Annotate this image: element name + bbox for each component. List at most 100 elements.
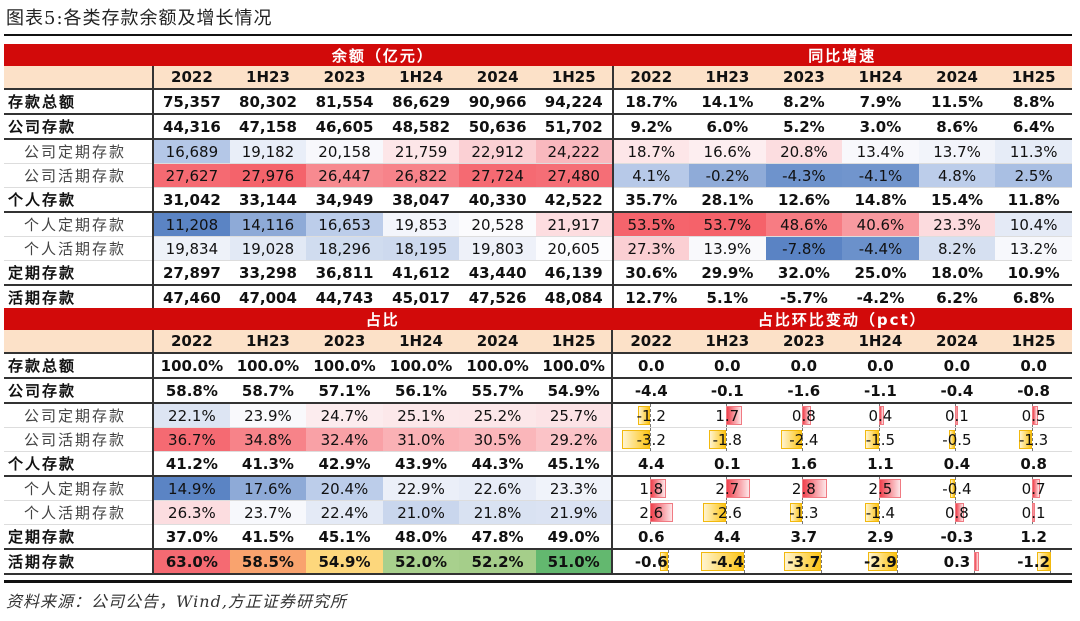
- yoy-cell: 29.9%: [689, 260, 766, 286]
- share-cell: 36.7%: [152, 427, 230, 452]
- bar-axis: [667, 550, 669, 572]
- negative-data-bar: [780, 430, 803, 449]
- balance-cell: 19,182: [229, 139, 307, 164]
- change-value: -0.4: [940, 381, 974, 400]
- share-cell: 45.1%: [535, 451, 613, 477]
- change-cell: 0.4: [918, 451, 996, 477]
- yoy-cell: 48.6%: [765, 212, 843, 237]
- change-value: 2.9: [867, 527, 894, 546]
- bar-axis: [955, 477, 957, 500]
- change-value: 0.0: [714, 356, 741, 375]
- change-value: 0.0: [637, 356, 665, 375]
- period-header: 2022: [611, 66, 690, 90]
- share-cell: 41.2%: [152, 451, 230, 477]
- share-cell: 29.2%: [535, 427, 613, 452]
- positive-data-bar: [955, 503, 964, 522]
- change-value: 0.1: [945, 406, 969, 425]
- change-cell: -0.1: [689, 378, 766, 404]
- yoy-cell: 6.8%: [995, 285, 1072, 311]
- balance-cell: 20,528: [459, 212, 536, 237]
- positive-data-bar: [802, 479, 828, 498]
- change-cell: 4.4: [689, 524, 766, 550]
- change-cell: 2.5: [842, 476, 919, 501]
- yoy-cell: 2.5%: [995, 163, 1072, 188]
- change-cell: 0.1: [995, 500, 1072, 525]
- share-cell: 22.1%: [152, 403, 230, 428]
- row-label: 个人存款: [4, 187, 154, 213]
- table-row: 存款总额 100.0% 100.0% 100.0% 100.0% 100.0% 100.0%…: [4, 353, 1072, 379]
- balance-cell: 47,526: [459, 285, 536, 311]
- yoy-cell: 18.0%: [918, 260, 996, 286]
- change-cell: 2.9: [842, 524, 919, 550]
- change-cell: 0.3: [918, 549, 996, 575]
- balance-cell: 18,195: [382, 236, 460, 261]
- negative-data-bar: [621, 430, 650, 449]
- balance-cell: 27,897: [152, 260, 230, 286]
- table-row: 活期存款 47,460 47,004 44,743 45,017 47,526 48,084…: [4, 285, 1072, 311]
- share-cell: 25.1%: [382, 403, 460, 428]
- balance-cell: 38,047: [382, 187, 460, 213]
- negative-data-bar: [867, 552, 898, 571]
- balance-cell: 16,689: [152, 139, 230, 164]
- period-header: 1H24: [382, 330, 460, 354]
- share-cell: 21.0%: [382, 500, 460, 525]
- balance-growth-table: 余额（亿元） 同比增速 2022 1H23 2023 1H24 2024 1H25 2022 1H…: [4, 44, 1072, 311]
- share-cell: 25.2%: [459, 403, 536, 428]
- balance-cell: 86,629: [382, 89, 460, 115]
- yoy-cell: 16.6%: [689, 139, 766, 164]
- change-cell: 0.0: [689, 353, 766, 379]
- negative-data-bar: [864, 430, 879, 449]
- yoy-cell: -4.4%: [842, 236, 919, 261]
- table-row: 公司存款 58.8% 58.7% 57.1% 56.1% 55.7% 54.9% -4.4 -0…: [4, 378, 1072, 404]
- yoy-cell: 10.4%: [995, 212, 1072, 237]
- yoy-cell: -0.2%: [689, 163, 766, 188]
- balance-cell: 48,084: [535, 285, 613, 311]
- share-cell: 20.4%: [306, 476, 383, 501]
- share-cell: 43.9%: [382, 451, 460, 477]
- change-cell: 0.8: [765, 403, 843, 428]
- balance-cell: 18,296: [306, 236, 383, 261]
- balance-cell: 21,917: [535, 212, 613, 237]
- period-header: 2024: [459, 330, 536, 354]
- change-cell: 0.8: [995, 451, 1072, 477]
- period-header-row: 2022 1H23 2023 1H24 2024 1H25 2022 1H23 2023 1H24…: [4, 66, 1072, 90]
- change-cell: -2.6: [689, 500, 766, 525]
- change-value: -1.6: [787, 381, 821, 400]
- share-cell: 31.0%: [382, 427, 460, 452]
- share-cell: 100.0%: [382, 353, 460, 379]
- balance-cell: 27,480: [535, 163, 613, 188]
- balance-cell: 19,853: [382, 212, 460, 237]
- bar-axis: [878, 428, 880, 451]
- positive-data-bar: [878, 406, 885, 425]
- section-header-band: 余额（亿元） 同比增速: [4, 44, 1072, 66]
- row-label: 个人存款: [4, 451, 154, 477]
- change-cell: -2.4: [765, 427, 843, 452]
- yoy-cell: 23.3%: [918, 212, 996, 237]
- change-cell: 0.6: [611, 524, 690, 550]
- period-header: 1H25: [995, 66, 1072, 90]
- yoy-cell: 11.3%: [995, 139, 1072, 164]
- change-cell: -1.2: [611, 403, 690, 428]
- balance-cell: 41,612: [382, 260, 460, 286]
- balance-cell: 27,976: [229, 163, 307, 188]
- negative-data-bar: [865, 503, 879, 522]
- bar-axis: [1050, 550, 1052, 572]
- row-label: 活期存款: [4, 285, 154, 311]
- bar-axis: [725, 501, 727, 524]
- period-header: 1H23: [689, 66, 766, 90]
- yoy-cell: 5.1%: [689, 285, 766, 311]
- table-row: 个人存款 41.2% 41.3% 42.9% 43.9% 44.3% 45.1% 4.4 0.1…: [4, 451, 1072, 477]
- change-value: 4.4: [637, 454, 665, 473]
- balance-cell: 46,139: [535, 260, 613, 286]
- change-value: 1.6: [790, 454, 818, 473]
- change-value: 0.6: [637, 527, 665, 546]
- change-cell: -1.4: [842, 500, 919, 525]
- change-cell: 2.6: [611, 500, 690, 525]
- yoy-cell: 6.2%: [918, 285, 996, 311]
- period-header: 2024: [918, 330, 996, 354]
- change-cell: -3.2: [611, 427, 690, 452]
- yoy-cell: 27.3%: [611, 236, 690, 261]
- change-value: -1.3: [789, 503, 819, 522]
- share-cell: 42.9%: [306, 451, 383, 477]
- change-value: 0.4: [943, 454, 971, 473]
